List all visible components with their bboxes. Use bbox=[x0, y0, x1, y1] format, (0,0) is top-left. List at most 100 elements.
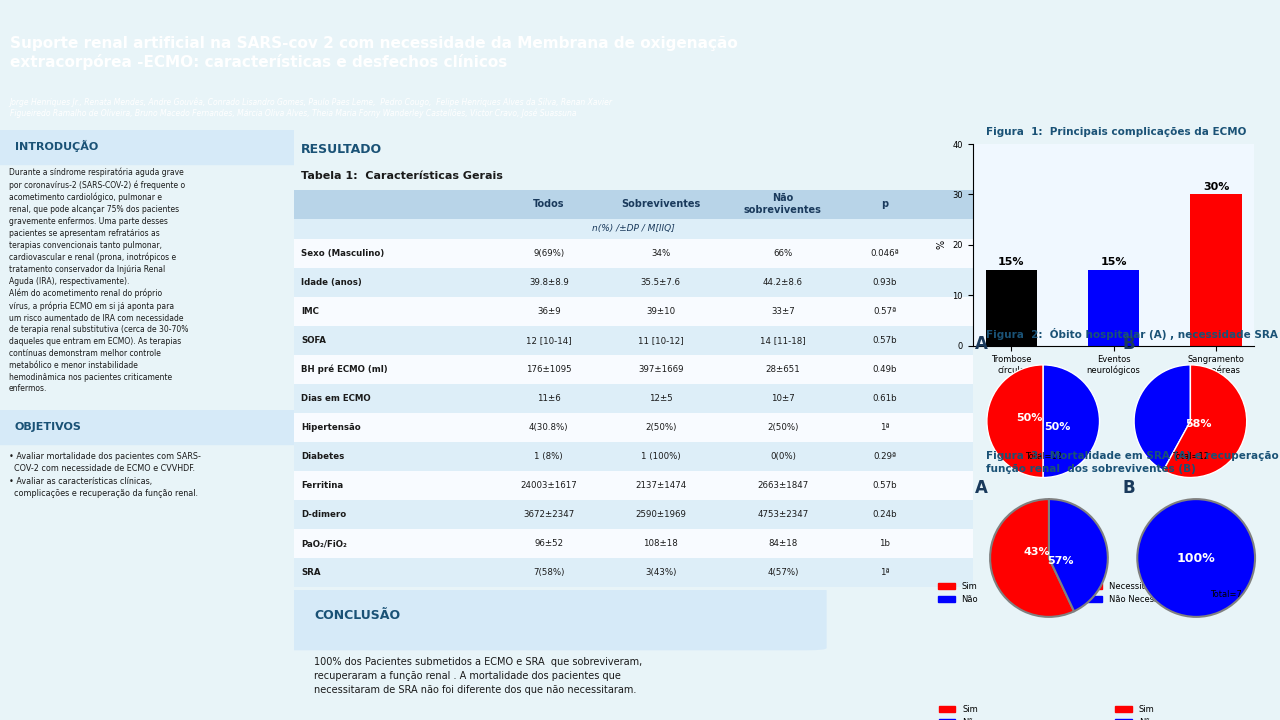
Text: 0.24b: 0.24b bbox=[872, 510, 897, 519]
Text: 14 [11-18]: 14 [11-18] bbox=[760, 336, 805, 345]
Text: 4(57%): 4(57%) bbox=[767, 568, 799, 577]
Bar bbox=[294, 413, 973, 442]
Text: 28±651: 28±651 bbox=[765, 365, 800, 374]
Text: Suporte renal artificial na SARS-cov 2 com necessidade da Membrana de oxigenação: Suporte renal artificial na SARS-cov 2 c… bbox=[10, 36, 737, 70]
Bar bbox=[294, 529, 973, 558]
Text: 1b: 1b bbox=[879, 539, 890, 548]
Text: 50%: 50% bbox=[1016, 413, 1042, 423]
Text: 3672±2347: 3672±2347 bbox=[524, 510, 575, 519]
Text: 58%: 58% bbox=[1185, 419, 1212, 429]
Text: B: B bbox=[1123, 336, 1135, 354]
Text: 9(69%): 9(69%) bbox=[534, 249, 564, 258]
Text: 100%: 100% bbox=[1176, 552, 1216, 564]
Text: Todos: Todos bbox=[532, 199, 564, 209]
Text: 1ª: 1ª bbox=[879, 423, 890, 432]
FancyBboxPatch shape bbox=[275, 588, 827, 650]
Text: 10±7: 10±7 bbox=[771, 394, 795, 403]
Text: 33±7: 33±7 bbox=[771, 307, 795, 316]
Wedge shape bbox=[1164, 365, 1247, 477]
Text: 50%: 50% bbox=[1044, 422, 1070, 432]
Legend: Sim, Não: Sim, Não bbox=[936, 701, 982, 720]
Wedge shape bbox=[1043, 365, 1100, 477]
Text: 66%: 66% bbox=[773, 249, 792, 258]
Text: 1 (8%): 1 (8%) bbox=[535, 452, 563, 461]
Text: 39.8±8.9: 39.8±8.9 bbox=[529, 278, 568, 287]
Legend: Necessitaram TRS, Não Necessitaram TRS: Necessitaram TRS, Não Necessitaram TRS bbox=[1082, 578, 1207, 607]
Bar bbox=[986, 270, 1037, 346]
Bar bbox=[294, 442, 973, 471]
Y-axis label: %: % bbox=[937, 240, 947, 249]
Bar bbox=[294, 297, 973, 326]
Text: 36±9: 36±9 bbox=[538, 307, 561, 316]
Bar bbox=[1088, 270, 1139, 346]
Text: 24003±1617: 24003±1617 bbox=[521, 481, 577, 490]
Bar bbox=[294, 239, 973, 268]
Text: A: A bbox=[975, 336, 988, 354]
Text: B: B bbox=[1123, 480, 1135, 498]
Text: 0.93b: 0.93b bbox=[873, 278, 897, 287]
Text: Idade (anos): Idade (anos) bbox=[301, 278, 362, 287]
Text: 0.57b: 0.57b bbox=[872, 481, 897, 490]
Wedge shape bbox=[987, 365, 1043, 477]
Text: 100% dos Pacientes submetidos a ECMO e SRA  que sobreviveram,
recuperaram a funç: 100% dos Pacientes submetidos a ECMO e S… bbox=[314, 657, 643, 696]
Legend: Sim, Não: Sim, Não bbox=[1112, 701, 1158, 720]
Text: Ferritina: Ferritina bbox=[301, 481, 343, 490]
Legend: Sim, Não: Sim, Não bbox=[934, 578, 982, 607]
Text: CONCLUSÃO: CONCLUSÃO bbox=[314, 609, 401, 622]
Text: 1ª: 1ª bbox=[879, 568, 890, 577]
Text: 84±18: 84±18 bbox=[768, 539, 797, 548]
Text: BH pré ECMO (ml): BH pré ECMO (ml) bbox=[301, 365, 388, 374]
Wedge shape bbox=[1050, 499, 1107, 611]
Bar bbox=[294, 500, 973, 529]
FancyBboxPatch shape bbox=[0, 127, 297, 165]
Text: 11±6: 11±6 bbox=[536, 394, 561, 403]
Text: 30%: 30% bbox=[1203, 182, 1229, 192]
Text: 15%: 15% bbox=[998, 258, 1024, 267]
Text: RESULTADO: RESULTADO bbox=[301, 143, 383, 156]
Text: 176±1095: 176±1095 bbox=[526, 365, 572, 374]
Bar bbox=[294, 189, 973, 219]
Bar bbox=[294, 384, 973, 413]
Text: Dias em ECMO: Dias em ECMO bbox=[301, 394, 371, 403]
Text: INTRODUÇÃO: INTRODUÇÃO bbox=[15, 140, 99, 152]
Text: • Avaliar mortalidade dos pacientes com SARS-
  COV-2 com necessidade de ECMO e : • Avaliar mortalidade dos pacientes com … bbox=[9, 452, 201, 498]
Text: 15%: 15% bbox=[1101, 258, 1126, 267]
Text: 2(50%): 2(50%) bbox=[645, 423, 676, 432]
Bar bbox=[294, 558, 973, 588]
Text: 12±5: 12±5 bbox=[649, 394, 672, 403]
Text: 96±52: 96±52 bbox=[534, 539, 563, 548]
Bar bbox=[294, 355, 973, 384]
Text: 4(30.8%): 4(30.8%) bbox=[529, 423, 568, 432]
Text: SOFA: SOFA bbox=[301, 336, 326, 345]
Text: SRA: SRA bbox=[301, 568, 321, 577]
Bar bbox=[294, 326, 973, 355]
Text: Figura  2:  Óbito hospitalar (A) , necessidade SRA (B): Figura 2: Óbito hospitalar (A) , necessi… bbox=[986, 328, 1280, 341]
Text: 34%: 34% bbox=[652, 249, 671, 258]
Text: 2590±1969: 2590±1969 bbox=[635, 510, 686, 519]
Text: Figura  1:  Principais complicações da ECMO: Figura 1: Principais complicações da ECM… bbox=[986, 127, 1245, 138]
Text: 0.29ª: 0.29ª bbox=[873, 452, 896, 461]
Text: Tabela 1:  Características Gerais: Tabela 1: Características Gerais bbox=[301, 171, 503, 181]
Text: PaO₂/FiO₂: PaO₂/FiO₂ bbox=[301, 539, 347, 548]
Text: 2137±1474: 2137±1474 bbox=[635, 481, 686, 490]
Text: Total=12: Total=12 bbox=[1025, 452, 1061, 462]
Wedge shape bbox=[1137, 499, 1254, 617]
Text: p: p bbox=[881, 199, 888, 209]
Text: Diabetes: Diabetes bbox=[301, 452, 344, 461]
Wedge shape bbox=[1134, 365, 1190, 471]
Text: 0.046ª: 0.046ª bbox=[870, 249, 899, 258]
Text: 12 [10-14]: 12 [10-14] bbox=[526, 336, 572, 345]
Text: OBJETIVOS: OBJETIVOS bbox=[15, 422, 82, 432]
Text: 2663±1847: 2663±1847 bbox=[758, 481, 809, 490]
Text: Figura  3:  Mortalidade em SRA (A) e recuperação da
função renal  dos sobreviven: Figura 3: Mortalidade em SRA (A) e recup… bbox=[986, 451, 1280, 474]
Text: 0.57b: 0.57b bbox=[872, 336, 897, 345]
Text: Não
sobreviventes: Não sobreviventes bbox=[744, 193, 822, 215]
Text: 44.2±8.6: 44.2±8.6 bbox=[763, 278, 803, 287]
Bar bbox=[294, 471, 973, 500]
Text: Jorge Henriques Jr., Renata Mendes, Andre Gouvêa, Conrado Lisandro Gomes, Paulo : Jorge Henriques Jr., Renata Mendes, Andr… bbox=[10, 97, 613, 117]
Text: 43%: 43% bbox=[1024, 547, 1051, 557]
Bar bbox=[294, 219, 973, 239]
Text: 0(0%): 0(0%) bbox=[769, 452, 796, 461]
Bar bbox=[1190, 194, 1242, 346]
Text: Sobreviventes: Sobreviventes bbox=[621, 199, 700, 209]
